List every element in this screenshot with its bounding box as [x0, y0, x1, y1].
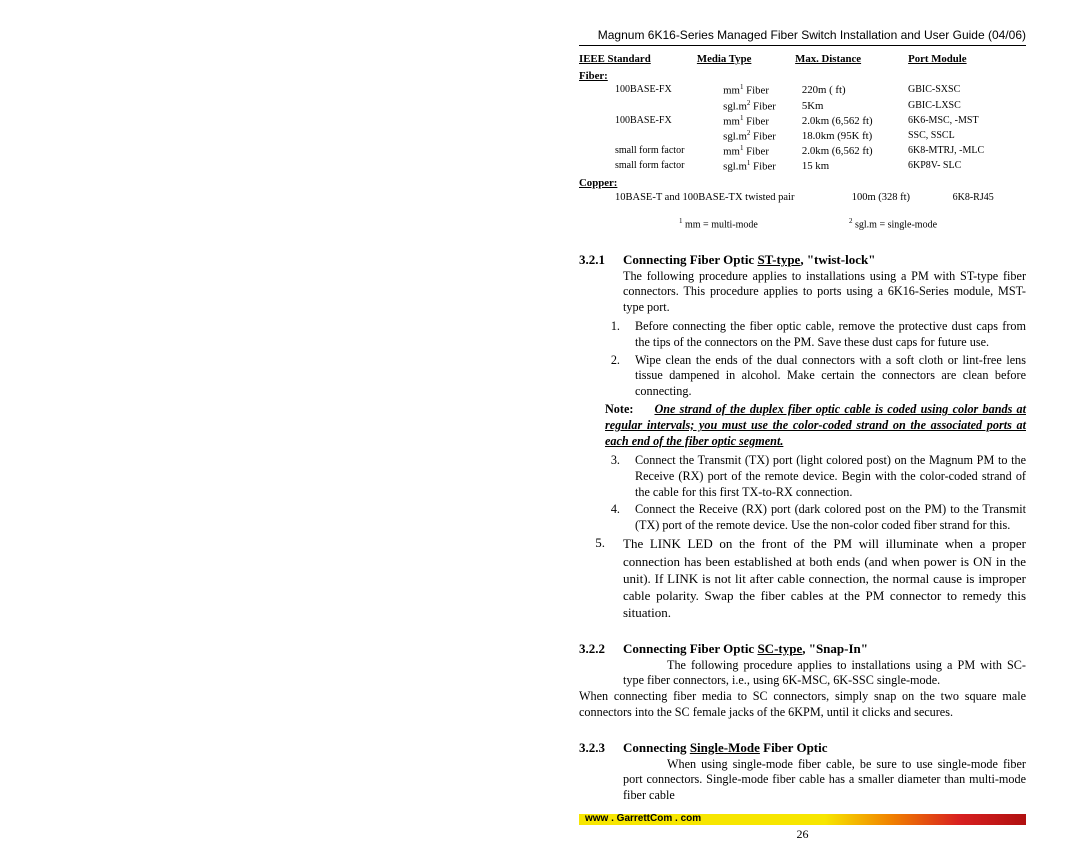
cell-ieee: 100BASE-FX — [579, 114, 723, 129]
step-5-num: 5. — [579, 535, 623, 621]
th-dist: Max. Distance — [795, 52, 908, 67]
footnotes: 1 mm = multi-mode 2 sgl.m = single-mode — [579, 217, 1026, 232]
para-322-2: When connecting fiber media to SC connec… — [579, 689, 1026, 720]
cell-port: 6K6-MSC, -MST — [908, 114, 1026, 129]
para-322-1: The following procedure applies to insta… — [623, 658, 1026, 689]
step-3: Connect the Transmit (TX) port (light co… — [623, 453, 1026, 500]
page: Magnum 6K16-Series Managed Fiber Switch … — [0, 0, 1080, 854]
cell-port: 6KP8V- SLC — [908, 159, 1026, 174]
step-4: Connect the Receive (RX) port (dark colo… — [623, 502, 1026, 533]
para-321-intro: The following procedure applies to insta… — [623, 269, 1026, 316]
steps-321a: Before connecting the fiber optic cable,… — [579, 319, 1026, 399]
heading-322: 3.2.2 Connecting Fiber Optic SC-type, "S… — [579, 641, 1026, 658]
cell-dist: 18.0km (95K ft) — [802, 129, 908, 144]
cell-port: GBIC-SXSC — [908, 83, 1026, 98]
cell-media: sgl.m2 Fiber — [723, 99, 802, 114]
th-media: Media Type — [697, 52, 795, 67]
cell-dist: 220m ( ft) — [802, 83, 908, 98]
cell-media: sgl.m2 Fiber — [723, 129, 802, 144]
doc-header: Magnum 6K16-Series Managed Fiber Switch … — [579, 28, 1026, 46]
heading-323: 3.2.3 Connecting Single-Mode Fiber Optic — [579, 740, 1026, 757]
cell-media: sgl.m1 Fiber — [723, 159, 802, 174]
fiber-row: 100BASE-FXmm1 Fiber220m ( ft)GBIC-SXSC — [579, 83, 1026, 98]
copper-port: 6K8-RJ45 — [953, 191, 1026, 205]
fiber-row: sgl.m2 Fiber5KmGBIC-LXSC — [579, 99, 1026, 114]
cell-ieee — [579, 99, 723, 114]
footnote-1: 1 mm = multi-mode — [679, 217, 849, 232]
steps-321b: Connect the Transmit (TX) port (light co… — [579, 453, 1026, 533]
copper-dist: 100m (328 ft) — [852, 191, 953, 205]
step-2: Wipe clean the ends of the dual connecto… — [623, 353, 1026, 400]
cell-media: mm1 Fiber — [723, 114, 802, 129]
cell-ieee — [579, 129, 723, 144]
heading-num: 3.2.1 — [579, 252, 623, 269]
cell-ieee: small form factor — [579, 159, 723, 174]
content-column: IEEE Standard Media Type Max. Distance P… — [579, 52, 1026, 824]
cell-dist: 2.0km (6,562 ft) — [802, 114, 908, 129]
fiber-row: small form factorsgl.m1 Fiber15 km6KP8V-… — [579, 159, 1026, 174]
para-323-1: When using single-mode fiber cable, be s… — [623, 757, 1026, 804]
footnote-2: 2 sgl.m = single-mode — [849, 217, 937, 232]
cell-port: 6K8-MTRJ, -MLC — [908, 144, 1026, 159]
fiber-row: 100BASE-FXmm1 Fiber2.0km (6,562 ft)6K6-M… — [579, 114, 1026, 129]
note-text-1: One strand of the duplex fiber optic cab… — [654, 402, 1016, 416]
footer-bar: www . GarrettCom . com — [579, 814, 1026, 825]
th-ieee: IEEE Standard — [579, 52, 697, 67]
heading-title: Connecting Fiber Optic ST-type, "twist-l… — [623, 252, 875, 269]
cell-media: mm1 Fiber — [723, 144, 802, 159]
cell-dist: 5Km — [802, 99, 908, 114]
copper-row: 10BASE-T and 100BASE-TX twisted pair 100… — [579, 191, 1026, 205]
cell-ieee: 100BASE-FX — [579, 83, 723, 98]
heading-title: Connecting Fiber Optic SC-type, "Snap-In… — [623, 641, 868, 658]
th-port: Port Module — [908, 52, 1026, 67]
note-block: Note: One strand of the duplex fiber opt… — [605, 402, 1026, 449]
note-label: Note: — [605, 402, 633, 416]
cell-ieee: small form factor — [579, 144, 723, 159]
heading-num: 3.2.3 — [579, 740, 623, 757]
spec-header-row: IEEE Standard Media Type Max. Distance P… — [579, 52, 1026, 67]
copper-desc: 10BASE-T and 100BASE-TX twisted pair — [615, 191, 852, 205]
heading-title: Connecting Single-Mode Fiber Optic — [623, 740, 828, 757]
step-5-text: The LINK LED on the front of the PM will… — [623, 535, 1026, 621]
heading-321: 3.2.1 Connecting Fiber Optic ST-type, "t… — [579, 252, 1026, 269]
heading-num: 3.2.2 — [579, 641, 623, 658]
step-1: Before connecting the fiber optic cable,… — [623, 319, 1026, 350]
cell-dist: 15 km — [802, 159, 908, 174]
copper-label: Copper: — [579, 176, 1026, 191]
spec-table: IEEE Standard Media Type Max. Distance P… — [579, 52, 1026, 232]
step-5: 5. The LINK LED on the front of the PM w… — [579, 535, 1026, 621]
fiber-row: sgl.m2 Fiber18.0km (95K ft)SSC, SSCL — [579, 129, 1026, 144]
page-number: 26 — [579, 827, 1026, 842]
cell-port: GBIC-LXSC — [908, 99, 1026, 114]
fiber-label: Fiber: — [579, 69, 1026, 84]
footer-url: www . GarrettCom . com — [579, 813, 701, 826]
cell-port: SSC, SSCL — [908, 129, 1026, 144]
fiber-row: small form factormm1 Fiber2.0km (6,562 f… — [579, 144, 1026, 159]
cell-dist: 2.0km (6,562 ft) — [802, 144, 908, 159]
cell-media: mm1 Fiber — [723, 83, 802, 98]
